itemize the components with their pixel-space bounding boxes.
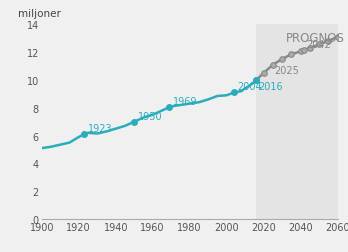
Text: 1923: 1923 [88, 124, 113, 134]
Text: 2004: 2004 [238, 82, 262, 92]
Text: miljoner: miljoner [18, 9, 61, 19]
Text: 2016: 2016 [258, 81, 283, 91]
Bar [256, 25, 338, 219]
Text: 2025: 2025 [275, 66, 300, 76]
Text: 1969: 1969 [173, 97, 198, 107]
Text: PROGNOS: PROGNOS [286, 32, 345, 44]
Text: 1950: 1950 [138, 111, 163, 121]
Text: 2042: 2042 [306, 40, 331, 50]
